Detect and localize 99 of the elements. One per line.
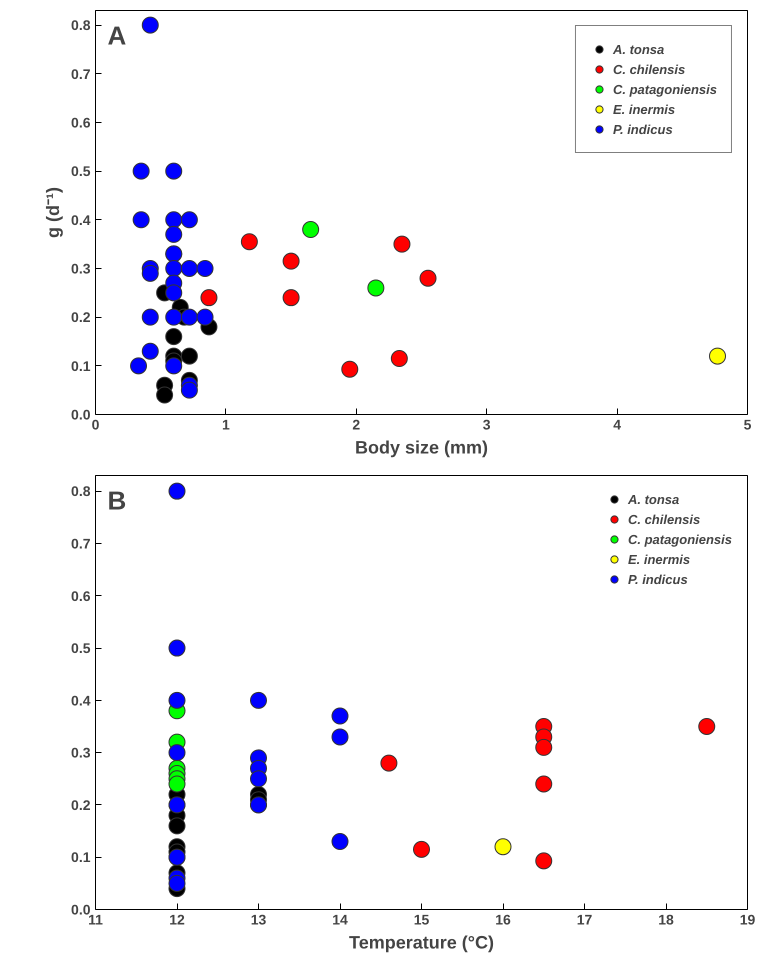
point <box>168 874 186 892</box>
point <box>165 162 182 180</box>
y-tick-label: 0.6 <box>71 114 91 130</box>
point <box>168 776 186 792</box>
legend-label: A. tonsa <box>628 492 680 506</box>
x-axis-title: Body size (mm) <box>354 438 488 458</box>
point <box>709 348 726 365</box>
point <box>168 817 186 834</box>
y-tick-label: 0.4 <box>71 212 91 228</box>
x-tick-label: 16 <box>495 912 511 928</box>
point <box>168 692 186 709</box>
x-tick-label: 17 <box>576 912 592 928</box>
point <box>132 162 150 180</box>
point <box>282 252 300 270</box>
legend-label: E. inermis <box>628 552 690 566</box>
x-tick-label: 0 <box>92 416 100 432</box>
point <box>180 382 198 399</box>
point <box>165 260 182 277</box>
point <box>367 279 384 296</box>
point <box>196 260 214 277</box>
y-tick-label: 0.3 <box>71 260 91 276</box>
point <box>250 692 267 709</box>
x-tick-label: 14 <box>332 912 348 928</box>
point <box>180 348 198 365</box>
point <box>698 718 716 735</box>
point <box>156 386 174 404</box>
point <box>142 308 159 326</box>
point <box>165 211 182 228</box>
point <box>332 728 348 746</box>
legend-label: E. inermis <box>612 102 676 116</box>
legend-label: P. indicus <box>612 122 673 136</box>
y-tick-label: 0.7 <box>71 66 91 82</box>
x-tick-label: 15 <box>414 912 430 928</box>
legend-label: C. chilensis <box>612 62 686 76</box>
point <box>165 328 182 346</box>
annotation: A <box>108 20 126 50</box>
x-tick-label: 1 <box>222 416 230 432</box>
legend-label: P. indicus <box>628 572 688 586</box>
point <box>200 289 218 306</box>
x-axis-title: Temperature (°C) <box>349 932 494 952</box>
point <box>165 284 182 302</box>
point <box>168 744 186 762</box>
x-tick-label: 19 <box>740 912 756 928</box>
y-tick-label: 0.5 <box>71 640 91 656</box>
y-axis-title: g (d⁻¹) <box>43 187 64 238</box>
point <box>142 264 159 282</box>
point <box>130 357 148 374</box>
point <box>165 357 182 374</box>
point <box>196 308 214 326</box>
y-tick-label: 0.5 <box>71 163 91 180</box>
x-tick-label: 18 <box>658 912 674 928</box>
point <box>132 211 150 228</box>
point <box>180 211 198 228</box>
y-tick-label: 0.6 <box>71 588 91 604</box>
y-tick-label: 0.2 <box>71 796 91 813</box>
point <box>142 16 159 34</box>
point <box>332 833 348 850</box>
point <box>165 308 182 326</box>
point <box>332 708 348 725</box>
point <box>282 289 300 306</box>
point <box>420 270 437 287</box>
legend-label: A. tonsa <box>612 42 664 56</box>
y-tick-label: 0.8 <box>71 483 91 500</box>
point <box>341 360 358 378</box>
x-tick-label: 2 <box>352 416 360 432</box>
point <box>380 754 398 772</box>
point <box>180 308 198 326</box>
point <box>494 838 512 856</box>
x-tick-label: 4 <box>613 416 622 432</box>
point <box>240 233 258 250</box>
y-tick-label: 0.4 <box>71 692 91 708</box>
legend-label: C. patagoniensis <box>612 82 717 96</box>
point <box>302 221 320 238</box>
point <box>180 260 198 277</box>
point <box>535 852 552 870</box>
y-tick-label: 0.3 <box>71 744 91 761</box>
y-tick-label: 0.1 <box>71 849 91 866</box>
point <box>168 482 186 500</box>
y-tick-label: 0.8 <box>71 17 91 34</box>
point <box>393 236 410 253</box>
point <box>413 840 430 858</box>
y-tick-label: 0.1 <box>71 358 91 374</box>
point <box>165 226 182 243</box>
annotation: B <box>108 486 126 516</box>
point <box>535 738 552 756</box>
legend-label: C. chilensis <box>628 512 700 526</box>
y-tick-label: 0.2 <box>71 309 91 326</box>
point <box>168 640 186 657</box>
legend-label: C. patagoniensis <box>628 532 732 546</box>
point <box>142 342 159 360</box>
point <box>535 776 552 792</box>
y-tick-label: 0.0 <box>71 406 91 422</box>
x-tick-label: 5 <box>744 416 752 432</box>
point <box>390 350 408 368</box>
point <box>250 770 267 788</box>
x-tick-label: 12 <box>169 912 185 928</box>
y-tick-label: 0.7 <box>71 535 91 552</box>
x-tick-label: 13 <box>250 912 266 928</box>
x-tick-label: 3 <box>482 416 491 432</box>
